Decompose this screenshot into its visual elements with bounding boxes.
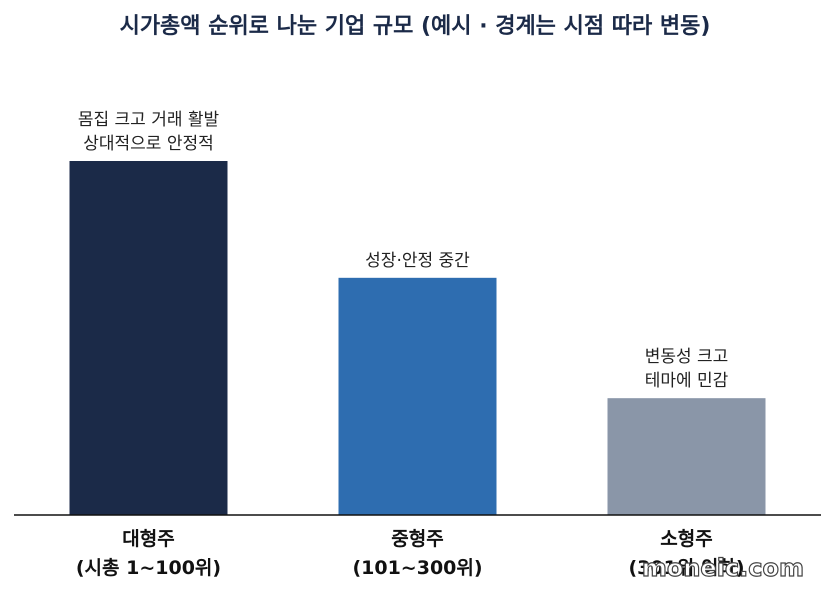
- bar-1: [69, 161, 228, 515]
- bar-annotation-3-line-1: 변동성 크고: [645, 347, 729, 367]
- category-label-3: 소형주 (301위 이하): [628, 528, 744, 579]
- category-label-1-line-1: 대형주: [122, 528, 174, 550]
- category-label-1-line-2: (시총 1~100위): [76, 557, 221, 579]
- category-label-1: 대형주 (시총 1~100위): [76, 528, 221, 579]
- x-axis-tick-labels: 대형주 (시총 1~100위) 중형주 (101~300위) 소형주 (301위 이하): [76, 528, 745, 579]
- bar-2: [338, 277, 497, 515]
- category-label-3-line-1: 소형주: [660, 528, 712, 550]
- category-label-2-line-1: 중형주: [391, 528, 443, 550]
- watermark: moneic.com: [642, 554, 804, 582]
- bar-3: [607, 398, 766, 515]
- chart-title: 시가총액 순위로 나눈 기업 규모 (예시 · 경계는 시점 따라 변동): [120, 14, 711, 39]
- bar-annotation-2-line-1: 성장·안정 중간: [365, 251, 470, 271]
- category-label-2-line-2: (101~300위): [352, 557, 482, 579]
- bar-annotation-1-line-2: 상대적으로 안정적: [83, 134, 214, 154]
- category-label-2: 중형주 (101~300위): [352, 528, 482, 579]
- bar-annotation-2: 성장·안정 중간: [365, 251, 470, 271]
- bar-annotation-3-line-2: 테마에 민감: [645, 371, 729, 391]
- category-label-3-line-2: (301위 이하): [628, 557, 744, 579]
- bar-annotation-1-line-1: 몸집 크고 거래 활발: [78, 110, 220, 130]
